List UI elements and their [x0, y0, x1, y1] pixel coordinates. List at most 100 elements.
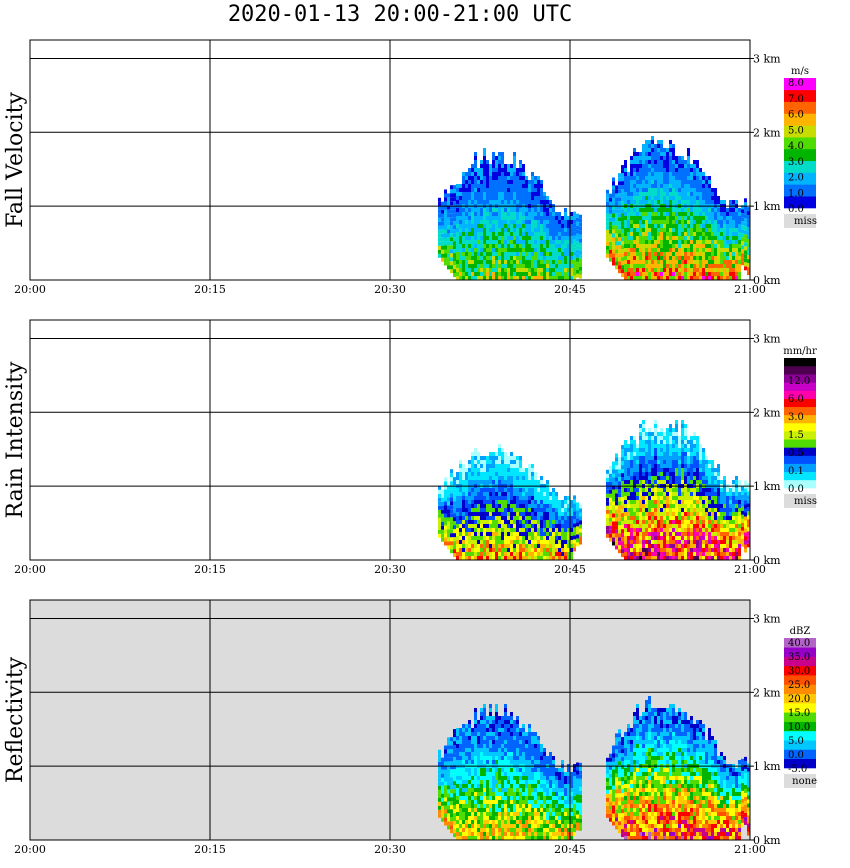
echo-cell — [465, 208, 468, 212]
echo-cell — [702, 188, 705, 192]
echo-cell — [672, 448, 675, 452]
echo-cell — [693, 232, 696, 236]
echo-cell — [681, 444, 684, 448]
echo-cell — [690, 232, 693, 236]
echo-cell — [465, 536, 468, 540]
echo-cell — [564, 536, 567, 540]
echo-cell — [546, 532, 549, 536]
echo-cell — [474, 192, 477, 196]
echo-cell — [645, 556, 648, 560]
echo-cell — [666, 488, 669, 492]
echo-cell — [696, 480, 699, 484]
echo-cell — [615, 497, 618, 502]
echo-cell — [567, 496, 570, 500]
echo-cell — [525, 500, 528, 504]
echo-cell — [540, 496, 543, 500]
echo-cell — [552, 276, 555, 280]
echo-cell — [477, 180, 480, 184]
echo-cell — [636, 152, 639, 156]
echo-cell — [714, 252, 717, 256]
echo-cell — [501, 200, 504, 204]
plot-frame — [29, 39, 751, 281]
echo-cell — [618, 177, 621, 182]
echo-cell — [657, 140, 660, 144]
echo-cell — [444, 521, 447, 526]
echo-cell — [486, 456, 489, 460]
legend-label: 0.1 — [788, 466, 804, 477]
echo-cell — [717, 276, 720, 280]
echo-cell — [441, 813, 444, 818]
echo-cell — [708, 512, 711, 516]
echo-cell — [612, 197, 615, 202]
echo-cell — [477, 556, 480, 560]
echo-cell — [513, 276, 516, 280]
echo-cell — [492, 540, 495, 544]
echo-cell — [507, 476, 510, 480]
echo-cell — [564, 276, 567, 280]
echo-cell — [705, 488, 708, 492]
echo-cell — [480, 508, 483, 512]
echo-cell — [507, 212, 510, 216]
echo-cell — [528, 536, 531, 540]
echo-cell — [654, 540, 657, 544]
echo-cell — [615, 189, 618, 194]
echo-cell — [690, 260, 693, 264]
echo-cell — [732, 536, 735, 540]
echo-cell — [489, 208, 492, 212]
legend-swatch — [784, 101, 816, 114]
echo-cell — [615, 453, 618, 458]
echo-cell — [645, 212, 648, 216]
echo-cell — [486, 552, 489, 556]
echo-cell — [540, 212, 543, 216]
echo-cell — [633, 500, 636, 504]
echo-cell — [462, 172, 465, 176]
echo-cell — [660, 512, 663, 516]
echo-cell — [708, 196, 711, 200]
echo-cell — [441, 497, 444, 502]
echo-cell — [672, 208, 675, 212]
echo-cell — [492, 536, 495, 540]
echo-cell — [741, 253, 744, 258]
echo-cell — [675, 504, 678, 508]
echo-cell — [714, 488, 717, 492]
echo-cell — [630, 540, 633, 544]
echo-cell — [495, 208, 498, 212]
echo-cell — [726, 504, 729, 508]
echo-cell — [681, 256, 684, 260]
echo-cell — [642, 524, 645, 528]
echo-cell — [645, 176, 648, 180]
echo-cell — [471, 272, 474, 276]
echo-cell — [462, 256, 465, 260]
echo-cell — [546, 536, 549, 540]
echo-cell — [618, 541, 621, 546]
echo-cell — [657, 184, 660, 188]
echo-cell — [447, 253, 450, 258]
echo-cell — [624, 200, 627, 204]
echo-cell — [462, 220, 465, 224]
echo-cell — [546, 540, 549, 544]
echo-cell — [486, 548, 489, 552]
echo-cell — [462, 200, 465, 204]
echo-cell — [663, 452, 666, 456]
echo-cell — [645, 432, 648, 436]
echo-cell — [456, 232, 459, 236]
echo-cell — [519, 472, 522, 476]
echo-cell — [483, 200, 486, 204]
echo-cell — [564, 216, 567, 220]
echo-cell — [642, 276, 645, 280]
echo-cell — [654, 220, 657, 224]
echo-cell — [651, 440, 654, 444]
echo-cell — [744, 246, 747, 251]
echo-cell — [675, 460, 678, 464]
echo-cell — [720, 212, 723, 216]
echo-cell — [606, 473, 609, 478]
echo-cell — [687, 184, 690, 188]
echo-cell — [522, 252, 525, 256]
echo-cell — [510, 216, 513, 220]
echo-cell — [558, 268, 561, 272]
echo-cell — [645, 188, 648, 192]
echo-cell — [483, 488, 486, 492]
echo-cell — [666, 432, 669, 436]
echo-cell — [447, 797, 450, 802]
echo-cell — [465, 192, 468, 196]
